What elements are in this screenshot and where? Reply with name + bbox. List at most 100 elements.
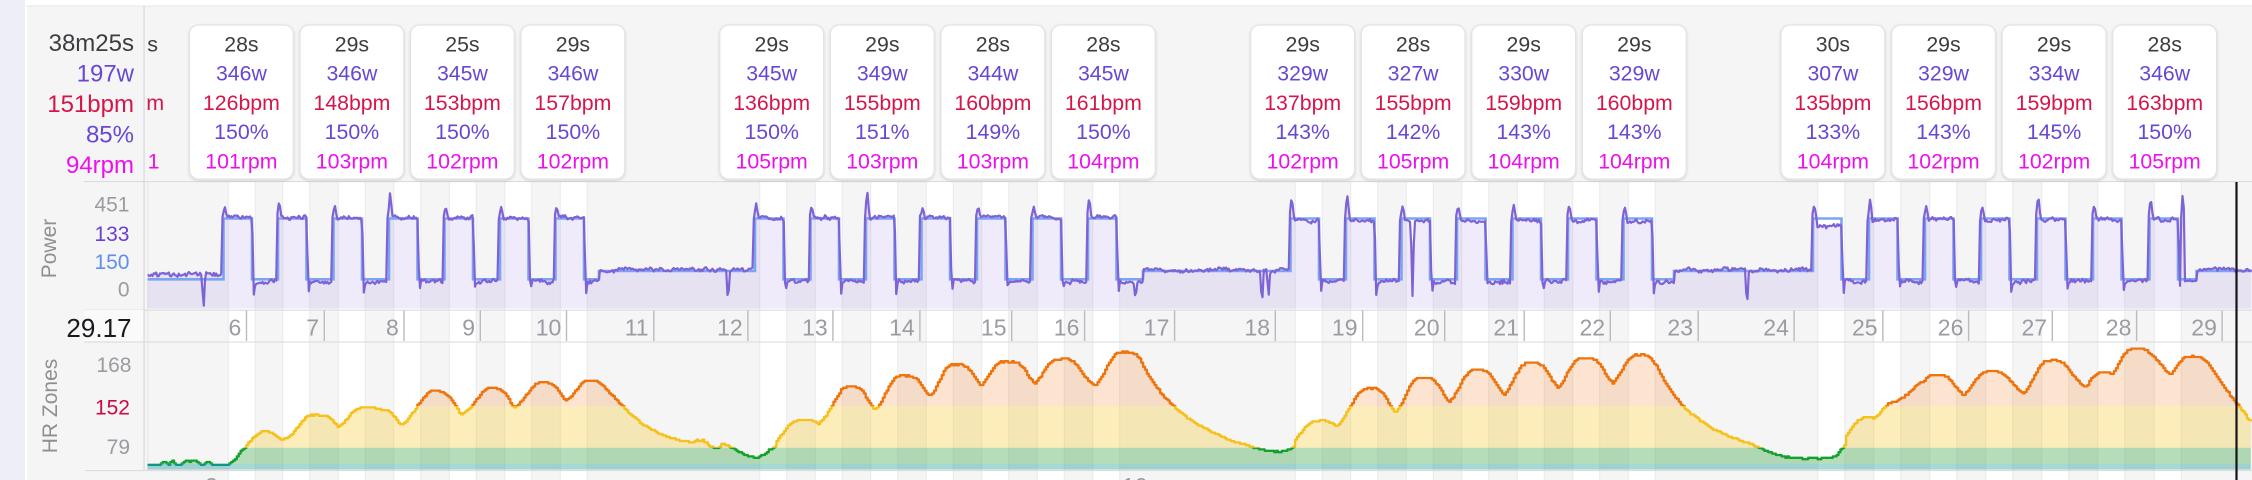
svg-text:10: 10	[536, 315, 562, 341]
svg-text:160bpm: 160bpm	[954, 91, 1031, 115]
svg-text:346w: 346w	[326, 62, 378, 86]
svg-text:14: 14	[889, 315, 915, 341]
svg-text:159bpm: 159bpm	[2016, 91, 2093, 115]
svg-text:21: 21	[1493, 315, 1519, 341]
svg-text:16: 16	[1054, 315, 1080, 341]
svg-text:159bpm: 159bpm	[1485, 91, 1562, 115]
svg-text:126bpm: 126bpm	[203, 91, 280, 115]
svg-text:137bpm: 137bpm	[1264, 91, 1341, 115]
svg-text:79: 79	[107, 436, 130, 459]
svg-text:29: 29	[2191, 315, 2217, 341]
svg-text:163bpm: 163bpm	[2126, 91, 2203, 115]
svg-text:105rpm: 105rpm	[736, 149, 808, 173]
svg-text:102rpm: 102rpm	[1267, 149, 1339, 173]
svg-text:19: 19	[1332, 315, 1358, 341]
svg-text:12: 12	[717, 315, 743, 341]
svg-text:20: 20	[1414, 315, 1440, 341]
svg-text:151bpm: 151bpm	[47, 91, 134, 118]
svg-text:94rpm: 94rpm	[66, 152, 134, 179]
svg-text:153bpm: 153bpm	[424, 91, 501, 115]
svg-text:160bpm: 160bpm	[1596, 91, 1673, 115]
svg-text:HR Zones: HR Zones	[39, 359, 62, 454]
svg-text:346w: 346w	[216, 62, 268, 86]
svg-text:155bpm: 155bpm	[844, 91, 921, 115]
svg-text:135bpm: 135bpm	[1794, 91, 1871, 115]
svg-text:29s: 29s	[1286, 33, 1320, 57]
svg-text:143%: 143%	[1275, 120, 1330, 144]
svg-text:197w: 197w	[77, 61, 135, 88]
svg-text:28: 28	[2106, 315, 2132, 341]
svg-text:346w: 346w	[547, 62, 599, 86]
svg-text:29s: 29s	[865, 33, 899, 57]
svg-text:150%: 150%	[1076, 120, 1131, 144]
svg-text:105rpm: 105rpm	[2129, 149, 2201, 173]
svg-text:103rpm: 103rpm	[957, 149, 1029, 173]
svg-text:6: 6	[229, 315, 242, 341]
svg-text:345w: 345w	[437, 62, 489, 86]
svg-text:27: 27	[2022, 315, 2048, 341]
svg-text:346w: 346w	[2139, 62, 2191, 86]
svg-text:28s: 28s	[1086, 33, 1120, 57]
svg-text:8: 8	[386, 315, 399, 341]
svg-text:334w: 334w	[2029, 62, 2081, 86]
svg-text:28s: 28s	[224, 33, 258, 57]
svg-text:150%: 150%	[2137, 120, 2192, 144]
svg-text:29s: 29s	[1507, 33, 1541, 57]
svg-text:330w: 330w	[1498, 62, 1550, 86]
svg-text:102rpm: 102rpm	[426, 149, 498, 173]
svg-text:26: 26	[1938, 315, 1964, 341]
svg-text:156bpm: 156bpm	[1905, 91, 1982, 115]
svg-text:150: 150	[94, 251, 129, 274]
svg-text:349w: 349w	[857, 62, 909, 86]
svg-text:148bpm: 148bpm	[313, 91, 390, 115]
svg-text:143%: 143%	[1496, 120, 1551, 144]
svg-text:451: 451	[94, 194, 129, 217]
svg-text:143%: 143%	[1607, 120, 1662, 144]
svg-text:150%: 150%	[546, 120, 601, 144]
svg-text:157bpm: 157bpm	[534, 91, 611, 115]
svg-text:0: 0	[118, 279, 130, 302]
svg-text:1: 1	[148, 149, 160, 173]
svg-text:29s: 29s	[1926, 33, 1960, 57]
svg-text:25: 25	[1852, 315, 1878, 341]
svg-text:104rpm: 104rpm	[1067, 149, 1139, 173]
svg-text:15: 15	[981, 315, 1007, 341]
svg-text:103rpm: 103rpm	[316, 149, 388, 173]
svg-text:18: 18	[1245, 315, 1271, 341]
svg-text:133%: 133%	[1806, 120, 1861, 144]
svg-text:28s: 28s	[1396, 33, 1430, 57]
svg-text:102rpm: 102rpm	[1907, 149, 1979, 173]
svg-text:m: m	[146, 91, 164, 115]
svg-text:s: s	[147, 33, 158, 57]
svg-text:29s: 29s	[755, 33, 789, 57]
svg-text:29s: 29s	[1617, 33, 1651, 57]
svg-text:150%: 150%	[435, 120, 490, 144]
svg-text:28s: 28s	[2148, 33, 2182, 57]
svg-text:11: 11	[625, 315, 649, 341]
svg-text:103rpm: 103rpm	[846, 149, 918, 173]
svg-text:102rpm: 102rpm	[537, 149, 609, 173]
svg-text:24: 24	[1763, 315, 1789, 341]
svg-text:29s: 29s	[556, 33, 590, 57]
svg-text:329w: 329w	[1277, 62, 1329, 86]
svg-text:344w: 344w	[967, 62, 1019, 86]
svg-text:345w: 345w	[1078, 62, 1130, 86]
svg-text:345w: 345w	[746, 62, 798, 86]
svg-text:10: 10	[1122, 473, 1148, 480]
svg-text:149%: 149%	[966, 120, 1021, 144]
svg-text:29.17: 29.17	[66, 313, 131, 343]
svg-text:155bpm: 155bpm	[1375, 91, 1452, 115]
svg-text:150%: 150%	[325, 120, 380, 144]
svg-text:38m25s: 38m25s	[49, 30, 134, 57]
svg-text:25s: 25s	[445, 33, 479, 57]
svg-text:30s: 30s	[1816, 33, 1850, 57]
svg-text:152: 152	[95, 397, 130, 420]
svg-text:29s: 29s	[335, 33, 369, 57]
svg-text:143%: 143%	[1916, 120, 1971, 144]
svg-text:28s: 28s	[976, 33, 1010, 57]
svg-text:104rpm: 104rpm	[1797, 149, 1869, 173]
svg-text:9: 9	[462, 315, 475, 341]
svg-text:150%: 150%	[744, 120, 799, 144]
svg-text:150%: 150%	[214, 120, 269, 144]
svg-text:307w: 307w	[1807, 62, 1859, 86]
